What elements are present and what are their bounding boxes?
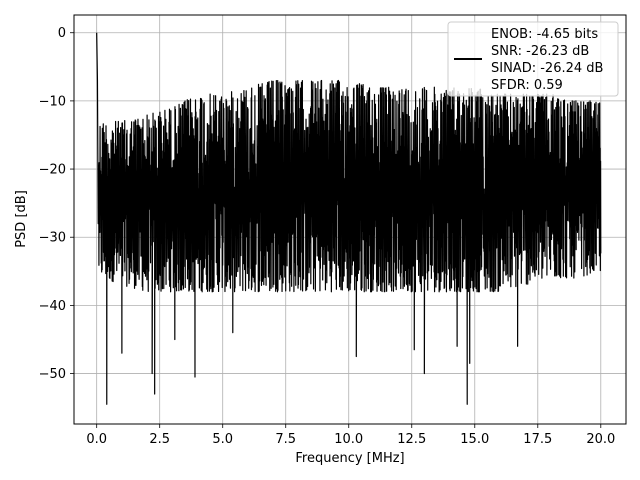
x-axis-ticks: 0.0 2.5 5.0 7.5 10.0 12.5 15.0 17.5 20.0	[86, 424, 615, 447]
x-tick-label: 0.0	[86, 432, 107, 447]
x-tick-label: 5.0	[212, 432, 233, 447]
x-tick-label: 7.5	[275, 432, 296, 447]
legend-snr: SNR: -26.23 dB	[491, 44, 589, 59]
plot-area	[96, 32, 602, 405]
x-tick-label: 12.5	[397, 432, 426, 447]
y-tick-label: −10	[39, 94, 66, 109]
legend-box	[447, 21, 619, 97]
x-tick-label: 2.5	[149, 432, 170, 447]
y-tick-label: −20	[39, 163, 66, 178]
psd-series-line	[96, 32, 602, 405]
axes-frame	[73, 14, 627, 425]
x-axis-label: Frequency [MHz]	[295, 451, 404, 466]
legend: ENOB: -4.65 bits SNR: -26.23 dB SINAD: -…	[447, 21, 619, 97]
y-axis-label: PSD [dB]	[14, 190, 29, 248]
x-tick-label: 20.0	[586, 432, 615, 447]
y-tick-label: 0	[58, 26, 66, 41]
x-tick-label: 10.0	[334, 432, 363, 447]
y-tick-label: −40	[39, 299, 66, 314]
x-tick-label: 15.0	[460, 432, 489, 447]
y-axis-ticks: 0 −10 −20 −30 −40 −50	[39, 26, 74, 382]
legend-sinad: SINAD: -26.24 dB	[491, 61, 603, 76]
y-tick-label: −30	[39, 231, 66, 246]
y-tick-label: −50	[39, 367, 66, 382]
legend-sfdr: SFDR: 0.59	[491, 78, 563, 93]
legend-enob: ENOB: -4.65 bits	[491, 27, 598, 42]
x-tick-label: 17.5	[523, 432, 552, 447]
